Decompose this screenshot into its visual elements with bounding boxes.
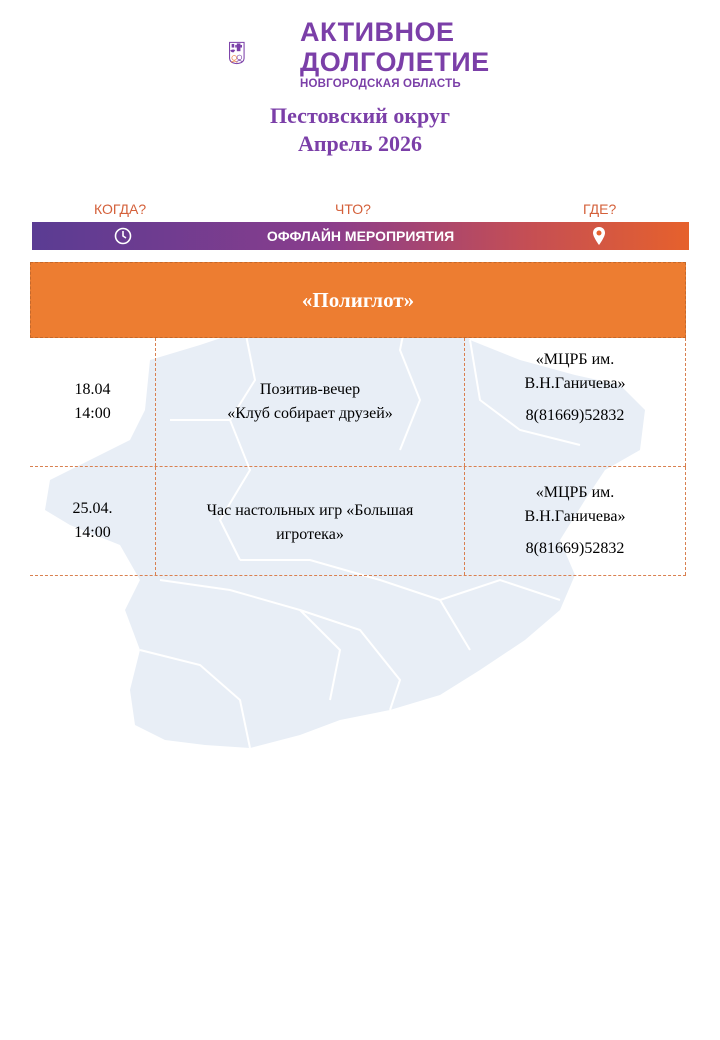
clock-icon (114, 227, 132, 245)
map-pin-icon (593, 227, 605, 245)
event-cell: Позитив-вечер «Клуб собирает друзей» (156, 338, 465, 466)
place-name-line1: «МЦРБ им. (535, 484, 615, 501)
event-date: 18.04 (74, 381, 111, 398)
place-name-line2: В.Н.Ганичева» (524, 508, 626, 525)
date-cell: 25.04. 14:00 (30, 467, 156, 575)
offline-events-band: ОФФЛАЙН МЕРОПРИЯТИЯ (32, 222, 689, 250)
table-row: 18.04 14:00 Позитив-вечер «Клуб собирает… (30, 338, 686, 467)
event-title-line2: «Клуб собирает друзей» (227, 405, 393, 422)
logo-title-line1: АКТИВНОЕ (300, 17, 455, 47)
event-date: 25.04. (72, 500, 113, 517)
page-subtitle: Апрель 2026 (297, 131, 423, 156)
page-title: Пестовский округ (270, 103, 450, 128)
event-title-line1: Час настольных игр «Большая (206, 502, 414, 519)
active-longevity-logo (229, 41, 245, 65)
place-phone: 8(81669)52832 (525, 407, 625, 424)
logo-title-line2: ДОЛГОЛЕТИЕ (300, 47, 490, 77)
logo-subtitle: НОВГОРОДСКАЯ ОБЛАСТЬ (300, 78, 461, 90)
place-cell: «МЦРБ им. В.Н.Ганичева» 8(81669)52832 (465, 338, 686, 466)
column-label-when: КОГДА? (94, 201, 147, 217)
events-table: «Полиглот» 18.04 14:00 Позитив-вечер «Кл… (30, 262, 686, 576)
table-heading-row: «Полиглот» (30, 262, 686, 338)
date-cell: 18.04 14:00 (30, 338, 156, 466)
band-label: ОФФЛАЙН МЕРОПРИЯТИЯ (266, 228, 455, 244)
club-name: «Полиглот» (301, 287, 415, 312)
event-time: 14:00 (74, 405, 111, 422)
event-cell: Час настольных игр «Большая игротека» (156, 467, 465, 575)
event-time: 14:00 (74, 524, 111, 541)
place-name-line2: В.Н.Ганичева» (524, 375, 626, 392)
place-phone: 8(81669)52832 (525, 540, 625, 557)
column-label-what: ЧТО? (335, 201, 371, 217)
place-name-line1: «МЦРБ им. (535, 351, 615, 368)
event-title-line2: игротека» (276, 526, 344, 543)
column-label-where: ГДЕ? (583, 201, 617, 217)
place-cell: «МЦРБ им. В.Н.Ганичева» 8(81669)52832 (465, 467, 686, 575)
table-row: 25.04. 14:00 Час настольных игр «Большая… (30, 467, 686, 576)
event-title-line1: Позитив-вечер (259, 381, 361, 398)
